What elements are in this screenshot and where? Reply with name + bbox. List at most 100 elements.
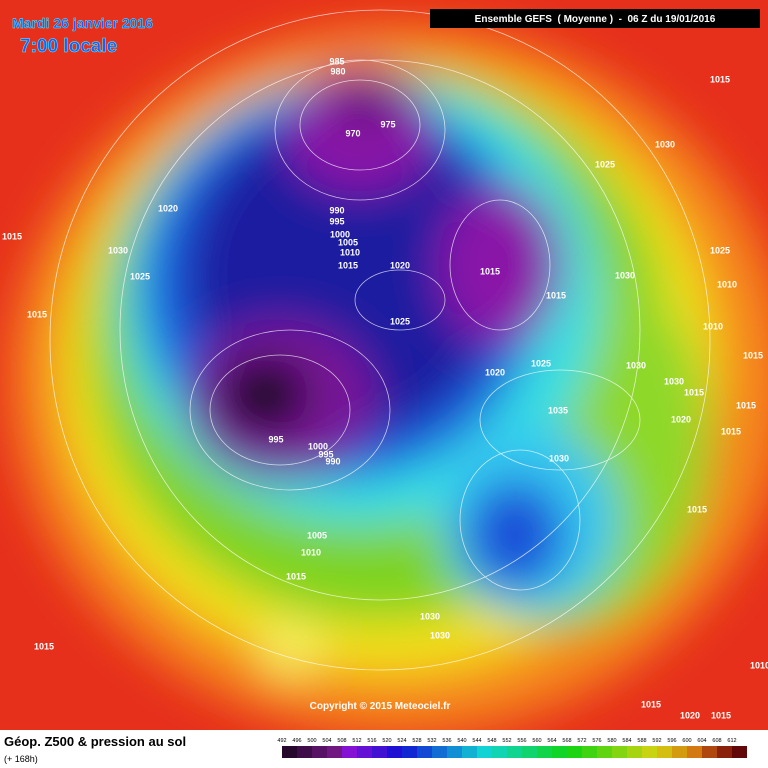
scale-label: 560 bbox=[532, 738, 541, 744]
time: 7:00 locale bbox=[20, 36, 117, 57]
model: Ensemble GEFS ( Moyenne ) - 06 Z du 19/0… bbox=[475, 14, 716, 25]
scale-label: 520 bbox=[382, 738, 391, 744]
isobar-label: 995 bbox=[329, 216, 344, 226]
isobar-label: 1015 bbox=[710, 74, 730, 84]
isobar-label: 1030 bbox=[626, 360, 646, 370]
lead-time: (+ 168h) bbox=[4, 754, 38, 764]
scale-label: 504 bbox=[322, 738, 331, 744]
scale-label: 596 bbox=[667, 738, 676, 744]
scale-label: 492 bbox=[277, 738, 286, 744]
isobar-label: 980 bbox=[330, 66, 345, 76]
isobar-label: 1005 bbox=[338, 237, 358, 247]
isobar-label: 995 bbox=[318, 449, 333, 459]
isobar-label: 1015 bbox=[743, 350, 763, 360]
scale-label: 612 bbox=[727, 738, 736, 744]
isobar-label: 1015 bbox=[721, 426, 741, 436]
isobar-label: 1030 bbox=[420, 611, 440, 621]
scale-cell bbox=[312, 746, 327, 758]
scale-label: 588 bbox=[637, 738, 646, 744]
scale-cell bbox=[417, 746, 432, 758]
isobar-label: 1020 bbox=[390, 260, 410, 270]
scale-label: 556 bbox=[517, 738, 526, 744]
scale-label: 604 bbox=[697, 738, 706, 744]
scale-cell bbox=[582, 746, 597, 758]
scale-label: 528 bbox=[412, 738, 421, 744]
isobar-label: 1020 bbox=[671, 414, 691, 424]
scale-label: 544 bbox=[472, 738, 481, 744]
scale-cell bbox=[717, 746, 732, 758]
scale-label: 532 bbox=[427, 738, 436, 744]
scale-label: 496 bbox=[292, 738, 301, 744]
isobar-label: 1025 bbox=[130, 271, 150, 281]
isobar-label: 1015 bbox=[641, 699, 661, 709]
isobar-label: 1020 bbox=[485, 367, 505, 377]
isobar-label: 1030 bbox=[615, 270, 635, 280]
isobar-label: 1015 bbox=[711, 710, 731, 720]
date: Mardi 26 janvier 2016 bbox=[12, 15, 153, 31]
isobar-label: 1030 bbox=[549, 453, 569, 463]
scale-cell bbox=[387, 746, 402, 758]
footer-title: Géop. Z500 & pression au sol bbox=[4, 734, 186, 749]
scale-cell bbox=[552, 746, 567, 758]
scale-label: 568 bbox=[562, 738, 571, 744]
geopotential-field bbox=[0, 0, 768, 730]
scale-cell bbox=[327, 746, 342, 758]
scale-label: 508 bbox=[337, 738, 346, 744]
isobar-label: 1015 bbox=[480, 266, 500, 276]
scale-cell bbox=[702, 746, 717, 758]
scale-label: 600 bbox=[682, 738, 691, 744]
isobar-label: 1000 bbox=[308, 441, 328, 451]
scale-cell bbox=[732, 746, 747, 758]
scale-label: 552 bbox=[502, 738, 511, 744]
scale-cell bbox=[462, 746, 477, 758]
isobar-label: 975 bbox=[380, 119, 395, 129]
isobar-label: 1015 bbox=[27, 309, 47, 319]
isobar-label: 1010 bbox=[703, 321, 723, 331]
isobar-label: 970 bbox=[345, 128, 360, 138]
scale-cell bbox=[612, 746, 627, 758]
isobar-label: 1030 bbox=[655, 139, 675, 149]
isobar-label: 1030 bbox=[430, 630, 450, 640]
color-scale: 492 496 500 504 508 512 516 520 524 528 532 536 540 5… bbox=[277, 738, 747, 758]
scale-cell bbox=[522, 746, 537, 758]
isobar-label: 1015 bbox=[286, 571, 306, 581]
scale-label: 608 bbox=[712, 738, 721, 744]
isobar-label: 1015 bbox=[687, 504, 707, 514]
scale-label: 580 bbox=[607, 738, 616, 744]
scale-label: 524 bbox=[397, 738, 406, 744]
scale-label: 540 bbox=[457, 738, 466, 744]
scale-cell bbox=[567, 746, 582, 758]
scale-cell bbox=[402, 746, 417, 758]
scale-label: 564 bbox=[547, 738, 556, 744]
isobar-label: 1010 bbox=[340, 247, 360, 257]
isobar-label: 990 bbox=[325, 456, 340, 466]
isobar-label: 1010 bbox=[717, 279, 737, 289]
isobar-label: 990 bbox=[329, 205, 344, 215]
scale-cell bbox=[642, 746, 657, 758]
model-box bbox=[430, 9, 760, 28]
scale-cell bbox=[492, 746, 507, 758]
isobar-label: 1015 bbox=[684, 387, 704, 397]
scale-cell bbox=[507, 746, 522, 758]
isobar-label: 1025 bbox=[531, 358, 551, 368]
scale-label: 512 bbox=[352, 738, 361, 744]
scale-label: 576 bbox=[592, 738, 601, 744]
scale-cell bbox=[342, 746, 357, 758]
isobar-label: 1015 bbox=[2, 231, 22, 241]
isobar-label: 1010 bbox=[301, 547, 321, 557]
isobar-label: 1035 bbox=[548, 405, 568, 415]
isobar-label: 1015 bbox=[546, 290, 566, 300]
scale-label: 592 bbox=[652, 738, 661, 744]
scale-label: 516 bbox=[367, 738, 376, 744]
isobar-label: 1015 bbox=[338, 260, 358, 270]
isobar-label: 1020 bbox=[680, 710, 700, 720]
isobar-label: 1010 bbox=[750, 660, 768, 670]
scale-label: 572 bbox=[577, 738, 586, 744]
isobar-label: 1025 bbox=[390, 316, 410, 326]
isobar-label: 1000 bbox=[330, 229, 350, 239]
scale-cell bbox=[372, 746, 387, 758]
isobar-label: 1025 bbox=[710, 245, 730, 255]
scale-cell bbox=[357, 746, 372, 758]
isobar-label: 1020 bbox=[158, 203, 178, 213]
scale-label: 500 bbox=[307, 738, 316, 744]
